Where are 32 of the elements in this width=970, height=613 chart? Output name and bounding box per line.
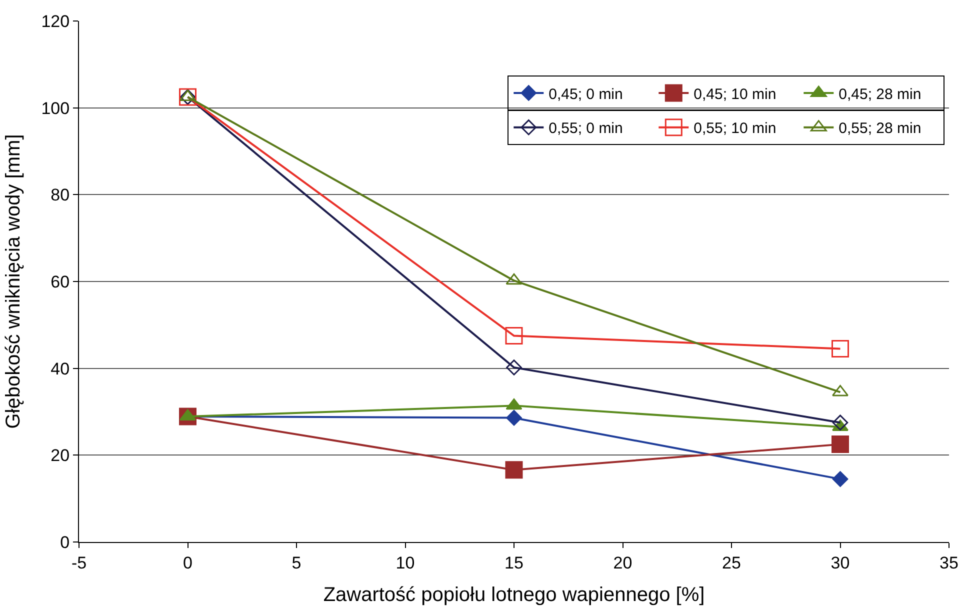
x-tick-label: 35 — [940, 553, 958, 572]
x-tick-label: 5 — [292, 553, 302, 572]
x-tick-label: 0 — [183, 553, 192, 572]
x-tick-label: 20 — [613, 553, 632, 572]
point — [506, 410, 522, 426]
point — [506, 360, 522, 376]
y-tick-label: 20 — [50, 446, 70, 466]
y-tick-label: 100 — [41, 98, 70, 118]
legend-label: 0,45; 0 min — [548, 86, 623, 103]
legend-label: 0,45; 10 min — [694, 86, 776, 103]
point — [832, 414, 848, 430]
legend-label: 0,55; 10 min — [694, 120, 776, 138]
legend-label: 0,55; 0 min — [548, 120, 623, 138]
legend-label: 0,55; 28 min — [838, 120, 922, 138]
x-tick-label: 25 — [722, 553, 741, 572]
x-axis-title: Zawartość popiołu lotnego wapiennego [%] — [323, 584, 705, 606]
x-tick-label: 15 — [504, 553, 524, 572]
y-tick-label: 0 — [60, 532, 70, 552]
point — [832, 436, 849, 454]
x-tick-label: 30 — [830, 553, 850, 572]
y-tick-label: 40 — [50, 359, 70, 378]
point — [505, 327, 523, 345]
legend-label: 0,45; 28 min — [838, 86, 922, 103]
y-axis-title: Głębokość wniknięcia wody [mm] — [2, 134, 25, 429]
point — [505, 461, 523, 479]
y-tick-label: 80 — [50, 186, 70, 205]
y-tick-label: 120 — [41, 12, 70, 31]
x-tick-label: 10 — [396, 553, 415, 572]
x-tick-label: -5 — [71, 553, 87, 572]
y-tick-label: 60 — [50, 272, 70, 292]
point — [832, 471, 848, 487]
point — [832, 340, 849, 358]
